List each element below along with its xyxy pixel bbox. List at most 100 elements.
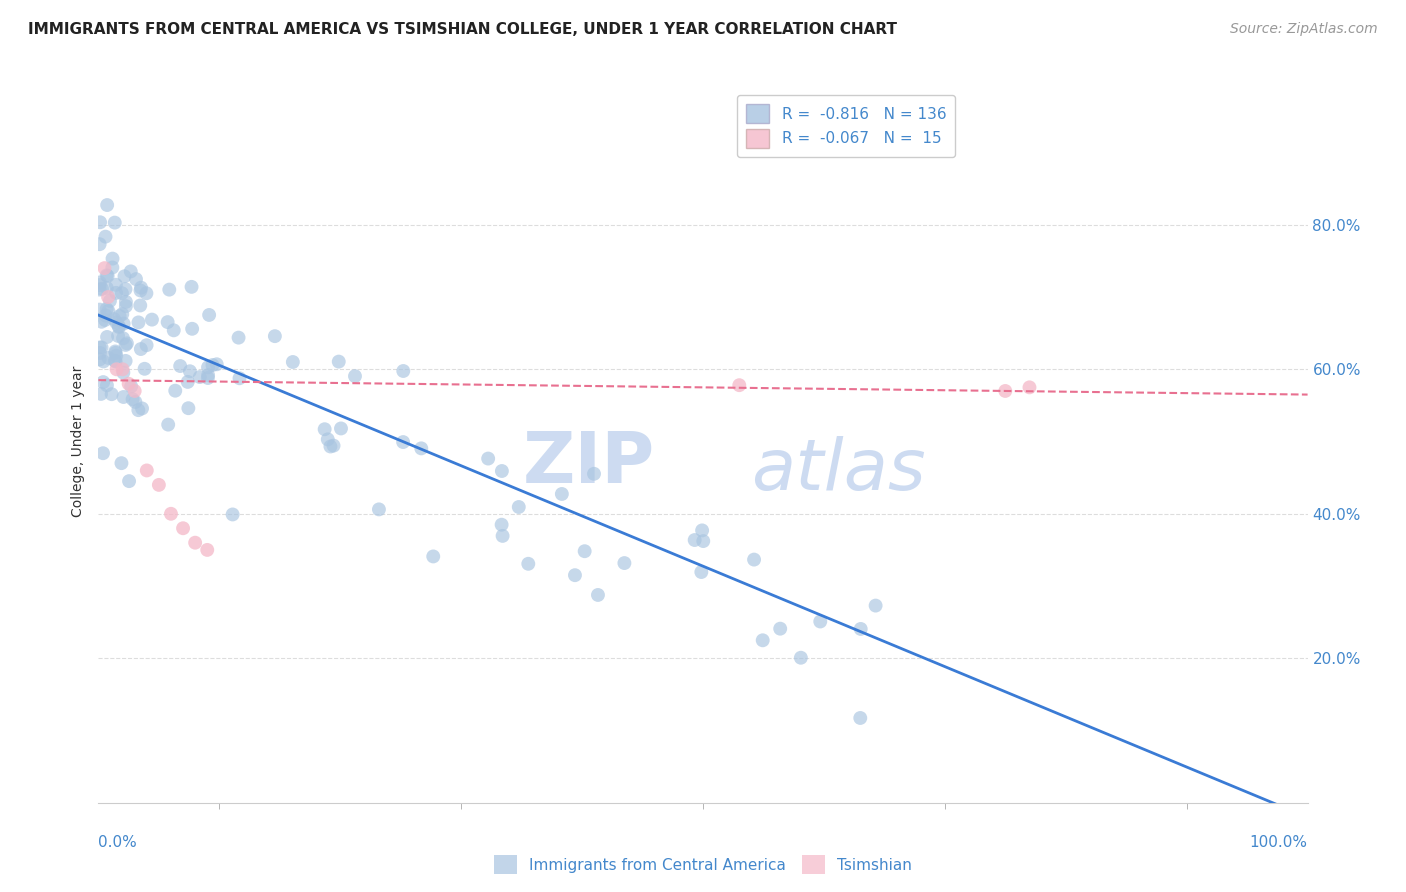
Point: [790, 650, 813, 665]
Point: [411, 442, 433, 456]
Point: [769, 622, 792, 636]
Point: [180, 280, 202, 294]
Point: [692, 534, 714, 549]
Point: [281, 355, 304, 369]
Point: [96, 281, 118, 295]
Point: [392, 364, 415, 378]
Point: [135, 338, 157, 352]
Point: [93, 354, 115, 368]
Point: [96, 268, 118, 283]
Point: [508, 500, 530, 514]
Point: [322, 439, 344, 453]
Point: [114, 354, 136, 368]
Point: [104, 346, 127, 360]
Point: [177, 375, 200, 389]
Point: [112, 331, 135, 345]
Point: [865, 599, 887, 613]
Point: [197, 360, 219, 375]
Point: [129, 284, 152, 298]
Point: [104, 354, 127, 368]
Point: [392, 435, 415, 450]
Point: [163, 323, 186, 337]
Point: [114, 282, 136, 296]
Point: [89, 302, 111, 317]
Point: [165, 384, 187, 398]
Legend: Immigrants from Central America, Tsimshian: Immigrants from Central America, Tsimshi…: [488, 849, 918, 880]
Point: [96, 198, 118, 212]
Point: [115, 299, 138, 313]
Point: [129, 298, 152, 312]
Text: Source: ZipAtlas.com: Source: ZipAtlas.com: [1230, 22, 1378, 37]
Point: [316, 433, 339, 447]
Point: [343, 369, 366, 384]
Point: [742, 552, 765, 566]
Point: [491, 529, 513, 543]
Point: [124, 395, 146, 409]
Point: [179, 364, 201, 378]
Point: [98, 293, 121, 308]
Point: [328, 354, 350, 368]
Text: 0.0%: 0.0%: [98, 835, 138, 850]
Point: [586, 588, 609, 602]
Point: [1018, 380, 1040, 394]
Point: [89, 341, 111, 355]
Point: [994, 384, 1017, 398]
Point: [849, 711, 872, 725]
Point: [491, 464, 513, 478]
Point: [582, 467, 605, 481]
Point: [849, 622, 872, 636]
Point: [114, 269, 136, 284]
Point: [314, 422, 336, 436]
Point: [89, 276, 111, 290]
Point: [94, 309, 117, 323]
Point: [135, 463, 157, 477]
Point: [114, 338, 136, 352]
Point: [112, 390, 135, 404]
Point: [690, 524, 713, 538]
Point: [91, 446, 114, 460]
Point: [517, 557, 540, 571]
Point: [201, 358, 224, 372]
Point: [91, 282, 114, 296]
Point: [105, 362, 128, 376]
Point: [751, 633, 773, 648]
Point: [683, 533, 706, 547]
Point: [125, 272, 148, 286]
Point: [172, 521, 194, 535]
Point: [160, 507, 183, 521]
Point: [330, 421, 353, 435]
Point: [111, 286, 134, 301]
Point: [808, 615, 831, 629]
Point: [131, 401, 153, 416]
Point: [477, 451, 499, 466]
Point: [94, 229, 117, 244]
Point: [115, 294, 138, 309]
Point: [112, 317, 135, 331]
Point: [368, 502, 391, 516]
Point: [127, 403, 149, 417]
Point: [97, 268, 120, 283]
Point: [110, 456, 132, 470]
Point: [228, 331, 250, 345]
Point: [105, 285, 128, 300]
Point: [97, 351, 120, 365]
Point: [574, 544, 596, 558]
Point: [197, 371, 219, 385]
Point: [422, 549, 444, 564]
Y-axis label: College, Under 1 year: College, Under 1 year: [70, 366, 84, 517]
Point: [124, 384, 146, 398]
Point: [89, 346, 111, 360]
Point: [90, 387, 112, 401]
Point: [101, 260, 124, 275]
Point: [613, 556, 636, 570]
Text: 100.0%: 100.0%: [1250, 835, 1308, 850]
Point: [120, 264, 142, 278]
Point: [120, 379, 142, 393]
Point: [107, 329, 129, 343]
Point: [96, 378, 118, 392]
Point: [157, 283, 180, 297]
Point: [491, 517, 513, 532]
Point: [97, 304, 120, 318]
Point: [169, 359, 191, 373]
Point: [104, 344, 127, 359]
